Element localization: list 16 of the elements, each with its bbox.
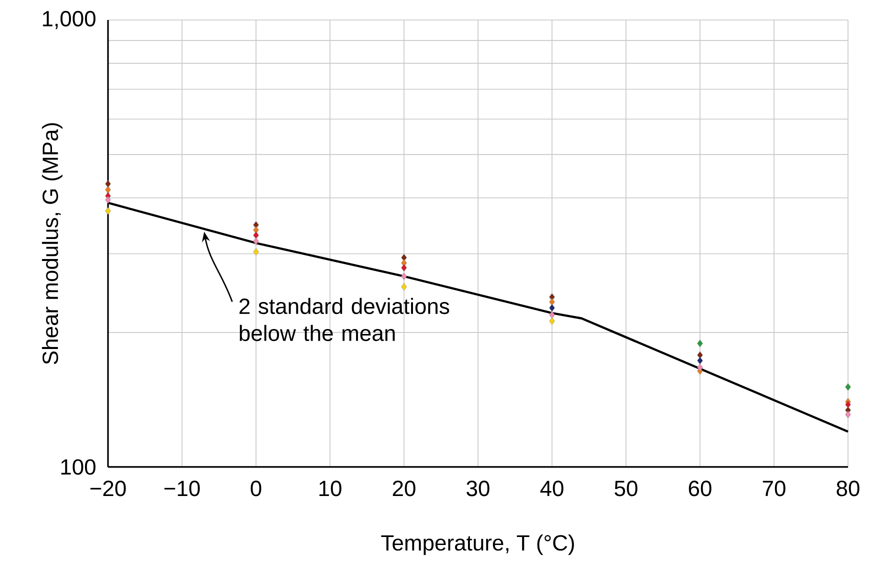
x-axis-title: Temperature, T (°C) [381,534,574,556]
x-tick-label: 30 [466,480,490,496]
x-tick-label: −20 [90,480,126,496]
x-tick-label: 50 [614,480,638,496]
y-axis-title: Shear modulus, G (MPa) [42,123,62,364]
x-tick-label: 70 [762,480,786,496]
x-tick-label: 20 [392,480,416,496]
y-tick-label: 100 [61,459,96,475]
x-tick-label: 10 [319,480,342,496]
x-tick-label: 60 [688,480,712,496]
x-tick-label: 80 [836,480,860,496]
x-tick-label: −10 [164,480,200,496]
annotation: 2 standard deviations below the mean [240,298,450,342]
y-tick-label: 1,000 [42,10,96,30]
x-tick-label: 0 [250,480,262,496]
x-tick-label: 40 [540,480,564,496]
